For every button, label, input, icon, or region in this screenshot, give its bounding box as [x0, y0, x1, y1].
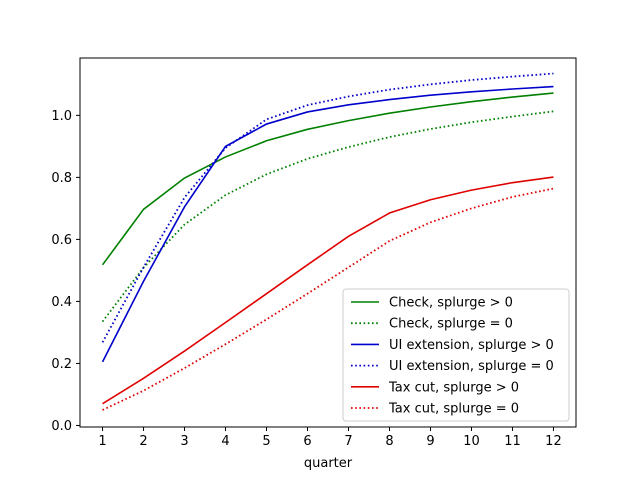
legend-label-6: Tax cut, splurge = 0 — [388, 402, 519, 417]
legend-box — [342, 288, 570, 422]
series-line-3 — [101, 85, 554, 363]
legend: Check, splurge > 0 Check, splurge = 0 UI e… — [342, 288, 570, 422]
x-tick-label: 6 — [303, 434, 311, 449]
series-line-5 — [102, 176, 554, 405]
y-tick-label: 0.4 — [51, 295, 72, 310]
x-tick-label: 7 — [344, 434, 352, 449]
legend-label-3: UI extension, splurge > 0 — [389, 338, 554, 353]
y-tick-label: 0.8 — [51, 171, 72, 186]
y-tick-label: 0.0 — [51, 419, 72, 434]
x-tick-label: 3 — [180, 434, 188, 449]
legend-label-2: Check, splurge = 0 — [389, 317, 513, 332]
y-tick-label: 0.2 — [51, 357, 72, 372]
x-tick-label: 12 — [545, 434, 562, 449]
legend-label-1: Check, splurge > 0 — [389, 296, 513, 311]
plot-area-frame — [79, 57, 577, 428]
y-tick-label: 1.0 — [51, 109, 72, 124]
y-axis: 0.0 0.2 0.4 0.6 0.8 1.0 — [51, 109, 80, 434]
series-line-6 — [102, 187, 554, 411]
x-tick-label: 8 — [385, 434, 393, 449]
series-layer — [101, 72, 554, 411]
legend-label-4: UI extension, splurge = 0 — [389, 359, 554, 374]
y-tick-label: 0.6 — [51, 233, 72, 248]
x-axis-label: quarter — [304, 456, 353, 471]
x-tick-label: 1 — [98, 434, 106, 449]
x-tick-label: 5 — [262, 434, 270, 449]
legend-label-5: Tax cut, splurge > 0 — [388, 380, 519, 395]
x-tick-label: 10 — [463, 434, 480, 449]
series-line-1 — [101, 92, 554, 266]
x-axis: 1 2 3 4 5 6 7 8 9 10 11 12 — [98, 427, 562, 449]
series-line-4 — [101, 72, 554, 343]
x-tick-label: 9 — [426, 434, 434, 449]
x-tick-label: 2 — [139, 434, 147, 449]
x-tick-label: 11 — [504, 434, 521, 449]
x-tick-label: 4 — [221, 434, 229, 449]
series-line-2 — [101, 110, 554, 323]
